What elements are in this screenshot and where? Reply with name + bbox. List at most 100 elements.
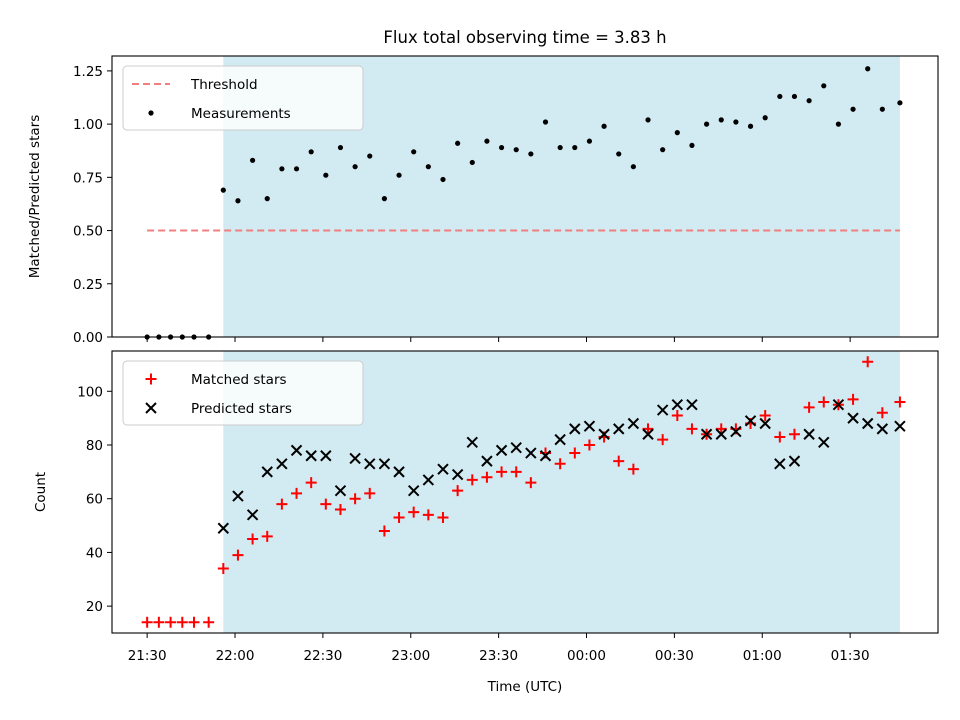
data-point (601, 123, 607, 129)
data-point (818, 396, 830, 408)
data-point (452, 485, 464, 497)
data-point (396, 172, 402, 178)
data-point (364, 458, 376, 470)
data-point (774, 458, 786, 470)
data-point (408, 506, 420, 518)
data-point (203, 616, 215, 628)
data-point (627, 417, 640, 430)
y-tick-label: 0.00 (73, 330, 103, 346)
y-axis-label: Count (33, 472, 49, 512)
data-point (803, 428, 815, 440)
data-point (554, 433, 566, 446)
data-point (671, 399, 684, 411)
data-point (217, 522, 230, 534)
data-point (832, 399, 845, 411)
legend-label: Measurements (191, 106, 291, 122)
data-point (349, 452, 361, 465)
data-point (554, 458, 566, 470)
y-tick-label: 0.75 (73, 170, 103, 186)
data-point (525, 447, 537, 459)
data-point (642, 423, 654, 435)
data-point (466, 436, 478, 449)
data-point (894, 420, 906, 432)
data-point (557, 144, 563, 151)
data-point (894, 396, 906, 408)
data-point (879, 106, 885, 112)
x-tick-label: 23:00 (391, 648, 430, 664)
data-point (232, 490, 244, 502)
data-point (700, 428, 713, 440)
data-point (821, 83, 827, 89)
data-point (847, 412, 859, 424)
data-point (586, 138, 593, 144)
data-point (495, 444, 508, 457)
data-point (835, 121, 842, 127)
data-point (437, 463, 449, 475)
y-tick-label: 40 (86, 545, 103, 561)
data-point (407, 484, 420, 497)
data-point (788, 428, 800, 440)
data-point (583, 420, 596, 432)
data-point (235, 198, 241, 204)
x-tick-label: 21:30 (128, 648, 167, 664)
data-point (411, 149, 417, 155)
data-point (715, 423, 727, 435)
data-point (425, 164, 431, 170)
data-point (733, 119, 739, 125)
legend-box (122, 360, 364, 426)
data-point (393, 466, 405, 478)
data-point (660, 147, 666, 153)
data-point (847, 393, 859, 405)
legend-marker (148, 110, 154, 116)
data-point (422, 474, 435, 486)
data-point (469, 159, 475, 166)
data-point (276, 498, 288, 510)
data-point (378, 525, 390, 537)
series-predicted-stars (217, 399, 906, 534)
data-point (308, 149, 314, 155)
data-point (337, 144, 344, 151)
x-axis-label: Time (UTC) (487, 679, 563, 695)
data-point (320, 450, 332, 462)
data-point (481, 471, 493, 483)
y-axis-label: Matched/Predicted stars (27, 115, 43, 278)
data-point (774, 431, 786, 443)
data-point (616, 151, 622, 157)
y-tick-label: 1.00 (73, 117, 103, 133)
data-point (598, 428, 610, 440)
data-point (630, 164, 636, 170)
data-point (249, 157, 256, 163)
data-point (642, 428, 654, 440)
data-point (393, 512, 405, 524)
data-point (291, 487, 303, 499)
data-point (422, 509, 434, 521)
legend-marker (145, 373, 157, 385)
data-point (484, 138, 490, 144)
data-point (176, 616, 188, 628)
legend-label: Matched stars (191, 372, 287, 388)
data-point (367, 153, 373, 159)
panel-1: 0.00 0.25 0.50 0.75 1.00 1.25 Matched/Predicte… (27, 55, 939, 346)
data-point (305, 450, 317, 462)
data-point (305, 477, 317, 489)
data-point (718, 117, 724, 123)
data-point (188, 616, 200, 628)
legend-label: Threshold (190, 77, 258, 93)
data-point (876, 407, 888, 419)
data-point (349, 493, 361, 505)
data-point (261, 466, 273, 478)
data-point (730, 425, 742, 438)
data-point (572, 144, 578, 151)
data-point (861, 417, 874, 430)
data-point (247, 533, 259, 545)
data-point (261, 530, 273, 542)
chart-title: Flux total observing time = 3.83 h (383, 28, 666, 47)
y-tick-label: 0.50 (73, 224, 103, 240)
data-point (686, 423, 698, 435)
data-point (481, 455, 493, 467)
data-point (510, 441, 522, 454)
data-point (217, 563, 229, 575)
y-tick-label: 100 (77, 384, 103, 400)
data-point (153, 616, 165, 628)
